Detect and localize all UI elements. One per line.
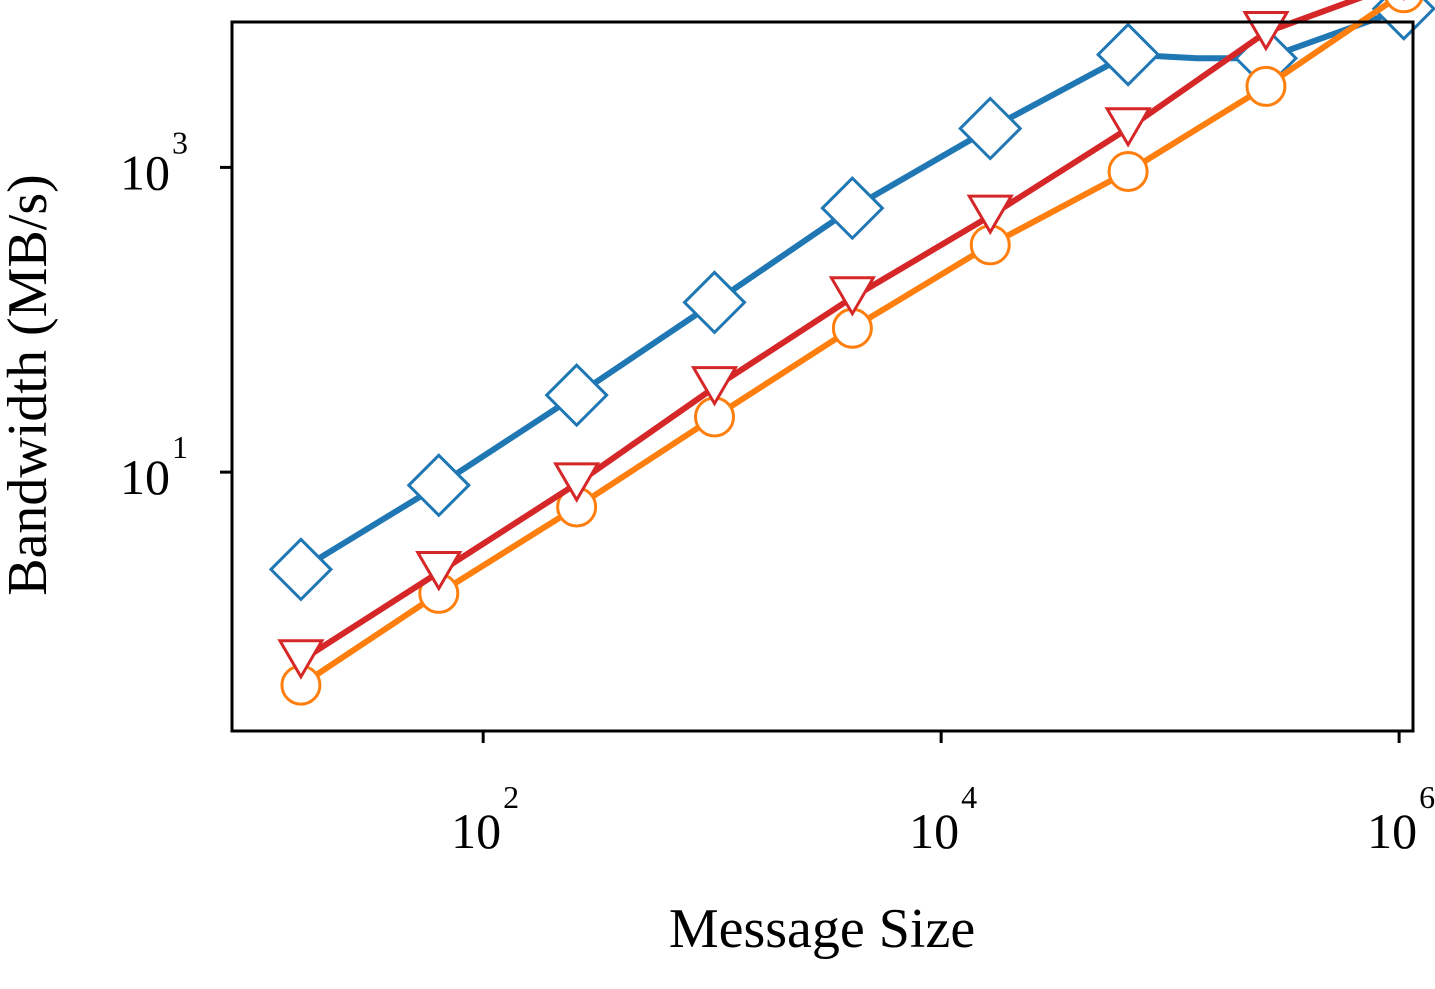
data-point-diamond [1371, 0, 1435, 41]
data-point-circle [1245, 65, 1287, 107]
x-tick-label: 10 [909, 803, 959, 859]
data-point-diamond [544, 363, 609, 428]
data-point-diamond [958, 96, 1023, 161]
data-point-triangle [966, 194, 1014, 236]
y-tick-exponent: 1 [172, 429, 188, 465]
data-point-triangle [415, 551, 463, 592]
data-point-triangle [1104, 107, 1152, 148]
y-axis-title: Bandwidth (MB/s) [0, 174, 59, 596]
y-tick-label: 10 [120, 449, 170, 505]
x-tick-label: 10 [1367, 803, 1417, 859]
data-point-triangle [690, 366, 739, 407]
x-tick-label: 10 [451, 803, 501, 859]
data-point-diamond [406, 453, 471, 518]
data-point-diamond [1095, 22, 1161, 87]
plot-area-frame [230, 20, 1415, 733]
data-point-diamond [820, 176, 885, 241]
data-point-triangle [828, 276, 876, 317]
data-point-circle [1107, 150, 1149, 192]
x-tick-exponent: 4 [961, 779, 977, 815]
data-point-circle [1384, 0, 1423, 14]
series-1 [280, 0, 1423, 706]
data-point-diamond [682, 270, 747, 335]
data-point-triangle [277, 639, 325, 680]
series-2 [277, 0, 1405, 680]
x-axis-title: Message Size [669, 898, 975, 960]
x-tick-exponent: 6 [1419, 779, 1435, 815]
series-layer [268, 0, 1435, 706]
x-tick-exponent: 2 [503, 779, 519, 815]
y-tick-exponent: 3 [172, 124, 188, 160]
y-tick-label: 10 [120, 144, 170, 200]
data-point-diamond [268, 537, 334, 602]
data-point-triangle [553, 462, 601, 503]
